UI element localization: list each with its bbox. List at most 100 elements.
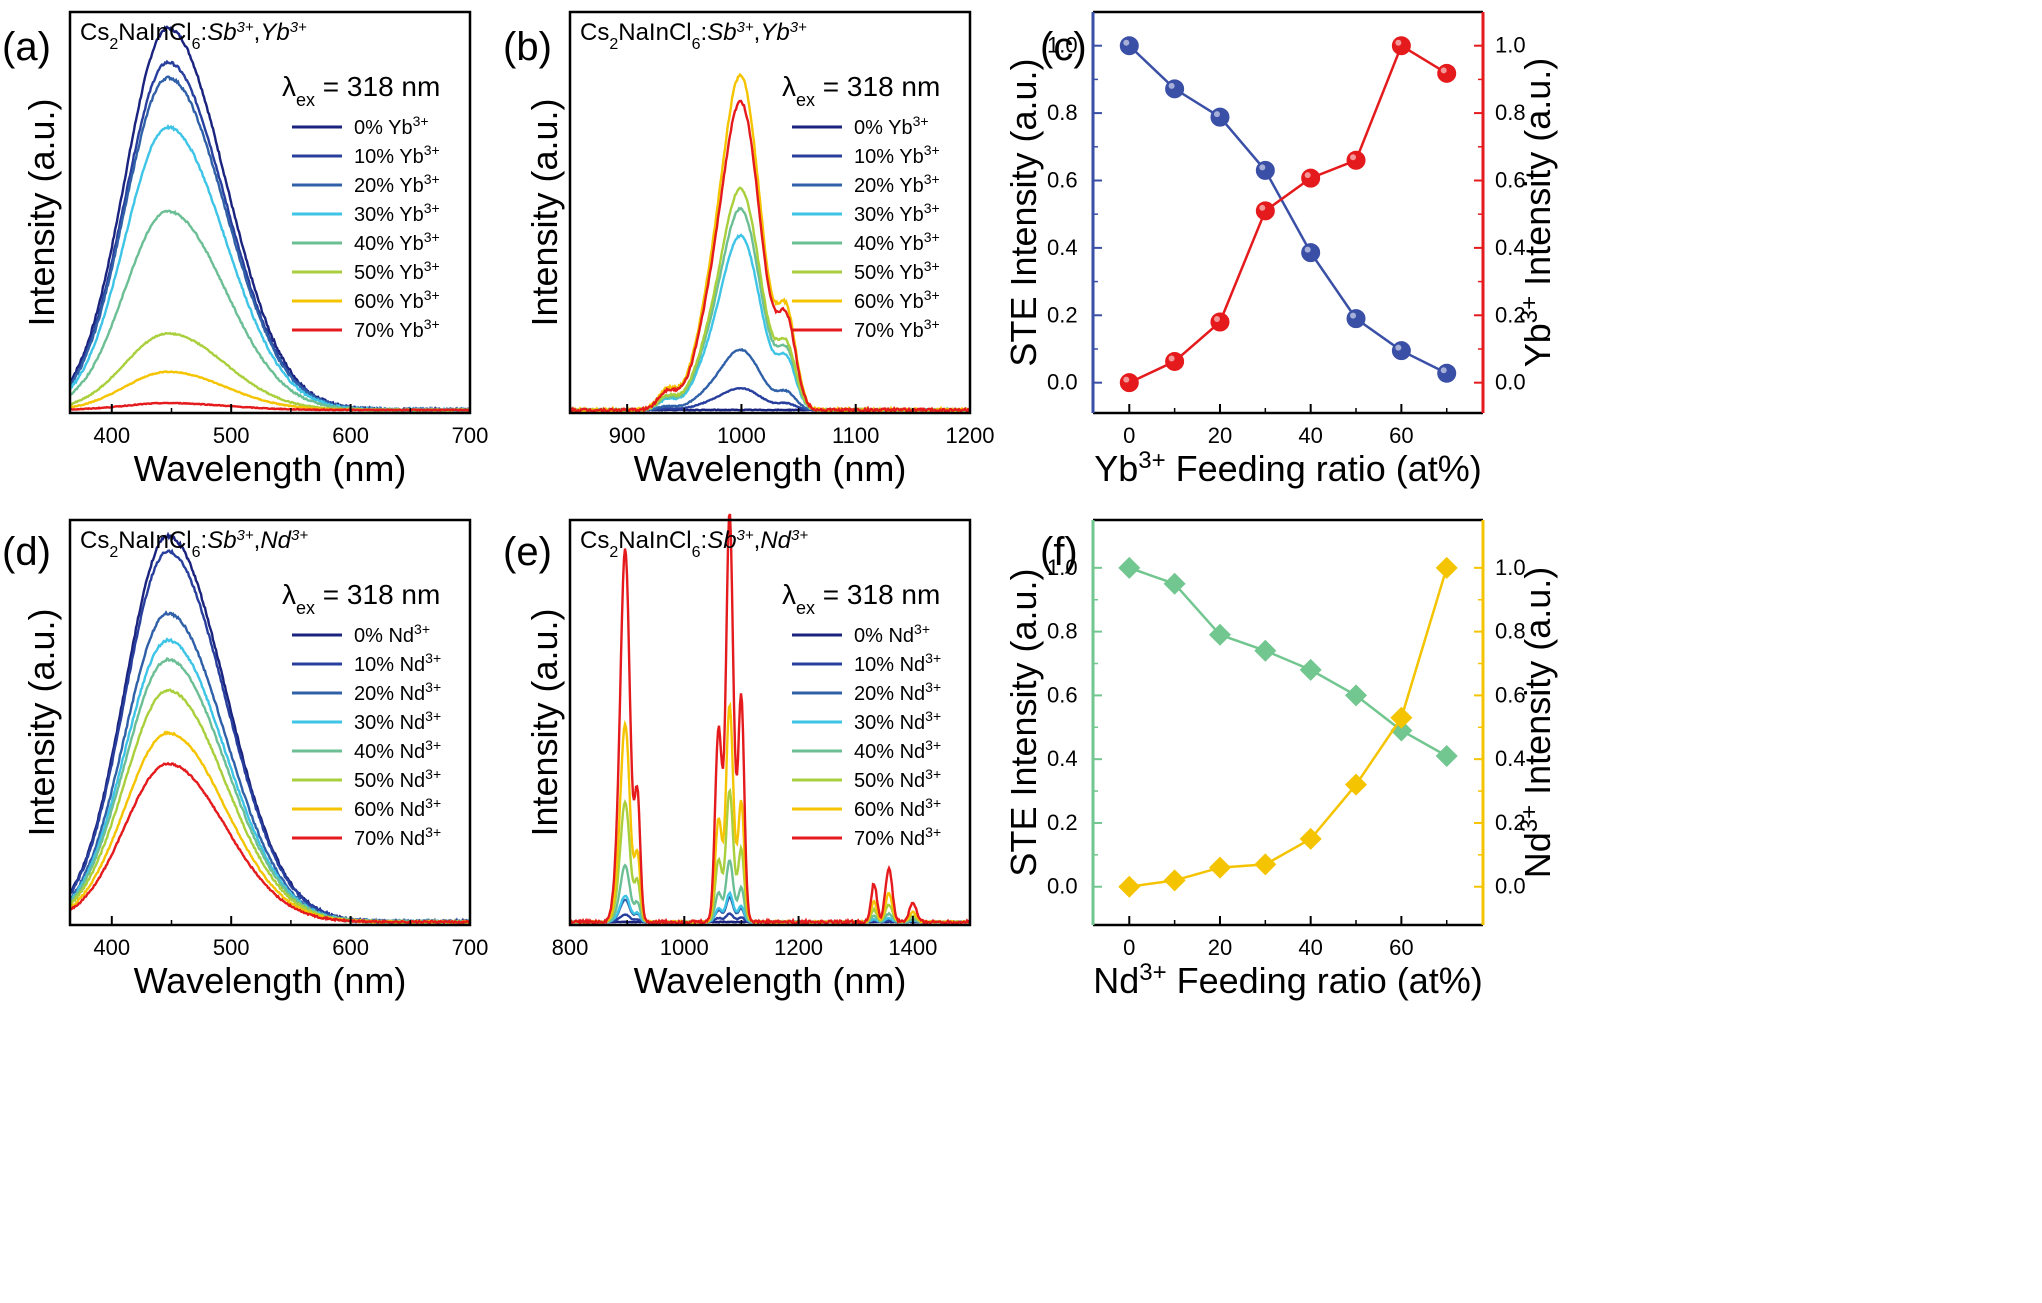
plot-frame [568, 518, 972, 927]
data-point [1210, 312, 1230, 332]
x-axis-title: Nd3+ Feeding ratio (at%) [1093, 959, 1483, 1002]
x-tick-label: 700 [452, 423, 489, 448]
y-tick-label-left: 0.0 [1047, 370, 1078, 395]
x-axis-title: Wavelength (nm) [134, 960, 407, 1001]
data-point [1301, 168, 1321, 188]
x-tick-label: 40 [1298, 423, 1322, 448]
data-point [1301, 243, 1321, 263]
data-point-highlight [1123, 39, 1130, 46]
legend-entry: 20% Yb3+ [854, 171, 940, 197]
data-point [1163, 869, 1186, 892]
x-tick-label: 20 [1208, 935, 1232, 960]
y-axis-title-left: STE Intensity (a.u.) [1003, 58, 1044, 366]
series-line [568, 99, 971, 415]
excitation-label: λex = 318 nm [782, 71, 940, 110]
legend-entry: 30% Nd3+ [354, 708, 441, 734]
x-tick-label: 700 [452, 935, 489, 960]
legend-entry: 10% Yb3+ [854, 142, 940, 168]
panel-b: (b) 900 1000 1100 1200 Wavelength (nm) Intensi… [503, 10, 995, 489]
data-point [1163, 572, 1186, 595]
y-tick-label-right: 0.0 [1495, 370, 1526, 395]
x-axis-title: Wavelength (nm) [134, 448, 407, 489]
data-point [1119, 36, 1139, 56]
x-tick-label: 0 [1123, 935, 1135, 960]
panel-letter: (f) [1040, 530, 1078, 574]
y-tick-label-right: 0.2 [1495, 810, 1526, 835]
data-point [1299, 827, 1322, 850]
legend-entry: 50% Yb3+ [354, 258, 440, 284]
data-point [1345, 773, 1368, 796]
x-tick-label: 600 [332, 935, 369, 960]
x-tick-label: 0 [1123, 423, 1135, 448]
y-tick-label-left: 0.4 [1047, 746, 1078, 771]
data-point [1165, 351, 1185, 371]
legend-entry: 0% Nd3+ [854, 621, 930, 647]
y-tick-label-right: 0.8 [1495, 100, 1526, 125]
excitation-label: λex = 318 nm [782, 579, 940, 618]
y-tick-label-right: 0.8 [1495, 619, 1526, 644]
y-tick-label-left: 1.0 [1047, 33, 1078, 58]
plot-frame [68, 10, 472, 415]
data-point [1118, 875, 1141, 898]
panel-c: (c) 0.0 0.0 0.2 0.2 0.4 0.4 0.6 0.6 0.8 0.8 1.0 1.0 0… [1003, 10, 1559, 490]
panel-d: (d) 400 500 600 700 Wavelength (nm) Intensity … [2, 518, 489, 1001]
x-tick-label: 1000 [660, 935, 709, 960]
data-point-highlight [1395, 344, 1402, 351]
legend-entry: 0% Yb3+ [854, 113, 929, 139]
data-point [1299, 658, 1322, 681]
data-point [1165, 79, 1185, 99]
legend-entry: 70% Yb3+ [854, 316, 940, 342]
x-tick-label: 1200 [946, 423, 995, 448]
data-point-highlight [1213, 111, 1220, 118]
data-point-highlight [1123, 376, 1130, 383]
data-point-highlight [1168, 82, 1175, 89]
y-tick-label-right: 0.4 [1495, 746, 1526, 771]
sample-formula: Cs2NaInCl6:Sb3+,Nd3+ [580, 527, 808, 561]
legend-entry: 60% Nd3+ [354, 795, 441, 821]
data-point-highlight [1304, 172, 1311, 179]
legend-entry: 40% Yb3+ [354, 229, 440, 255]
x-tick-label: 1200 [774, 935, 823, 960]
y-axis-title-right: Yb3+ Intensity (a.u.) [1516, 58, 1559, 368]
legend-entry: 60% Nd3+ [854, 795, 941, 821]
data-point [1345, 684, 1368, 707]
x-tick-label: 400 [93, 423, 130, 448]
sample-formula: Cs2NaInCl6:Sb3+,Yb3+ [580, 19, 807, 53]
x-tick-label: 20 [1208, 423, 1232, 448]
series-line [68, 761, 471, 925]
x-tick-label: 1100 [832, 423, 879, 448]
data-point [1254, 853, 1277, 876]
data-point [1437, 63, 1457, 83]
legend-entry: 40% Nd3+ [354, 737, 441, 763]
legend-entry: 40% Yb3+ [854, 229, 940, 255]
x-tick-label: 800 [552, 935, 589, 960]
series-line [569, 513, 971, 927]
data-point-highlight [1213, 316, 1220, 323]
data-point-highlight [1304, 246, 1311, 253]
y-tick-label-right: 0.4 [1495, 235, 1526, 260]
y-axis-title: Intensity (a.u.) [524, 98, 565, 326]
legend-entry: 30% Nd3+ [854, 708, 941, 734]
legend-entry: 50% Nd3+ [354, 766, 441, 792]
x-tick-label: 60 [1389, 423, 1413, 448]
data-point [1254, 639, 1277, 662]
x-tick-label: 400 [93, 935, 130, 960]
data-point [1208, 856, 1231, 879]
data-point-highlight [1395, 39, 1402, 46]
data-point [1255, 160, 1275, 180]
data-point [1435, 556, 1458, 579]
data-point [1390, 706, 1413, 729]
sample-formula: Cs2NaInCl6:Sb3+,Yb3+ [80, 19, 307, 53]
y-tick-label-right: 0.6 [1495, 682, 1526, 707]
legend-entry: 0% Nd3+ [354, 621, 430, 647]
y-tick-label-left: 0.2 [1047, 810, 1078, 835]
legend-entry: 40% Nd3+ [854, 737, 941, 763]
series-line [69, 331, 471, 412]
y-axis-title-left: STE Intensity (a.u.) [1003, 568, 1044, 876]
x-axis-title: Yb3+ Feeding ratio (at%) [1094, 447, 1482, 490]
plot-frame [568, 10, 972, 415]
panel-letter: (e) [503, 530, 552, 574]
y-tick-label-right: 0.0 [1495, 874, 1526, 899]
y-axis-title: Intensity (a.u.) [21, 98, 62, 326]
